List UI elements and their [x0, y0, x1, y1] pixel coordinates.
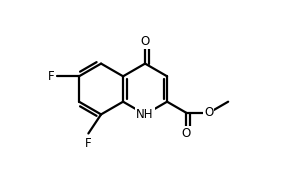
Text: O: O	[182, 127, 191, 140]
Text: NH: NH	[136, 108, 154, 121]
Text: F: F	[48, 70, 54, 83]
Text: O: O	[204, 106, 213, 119]
Text: F: F	[85, 137, 92, 150]
Text: O: O	[141, 35, 150, 48]
